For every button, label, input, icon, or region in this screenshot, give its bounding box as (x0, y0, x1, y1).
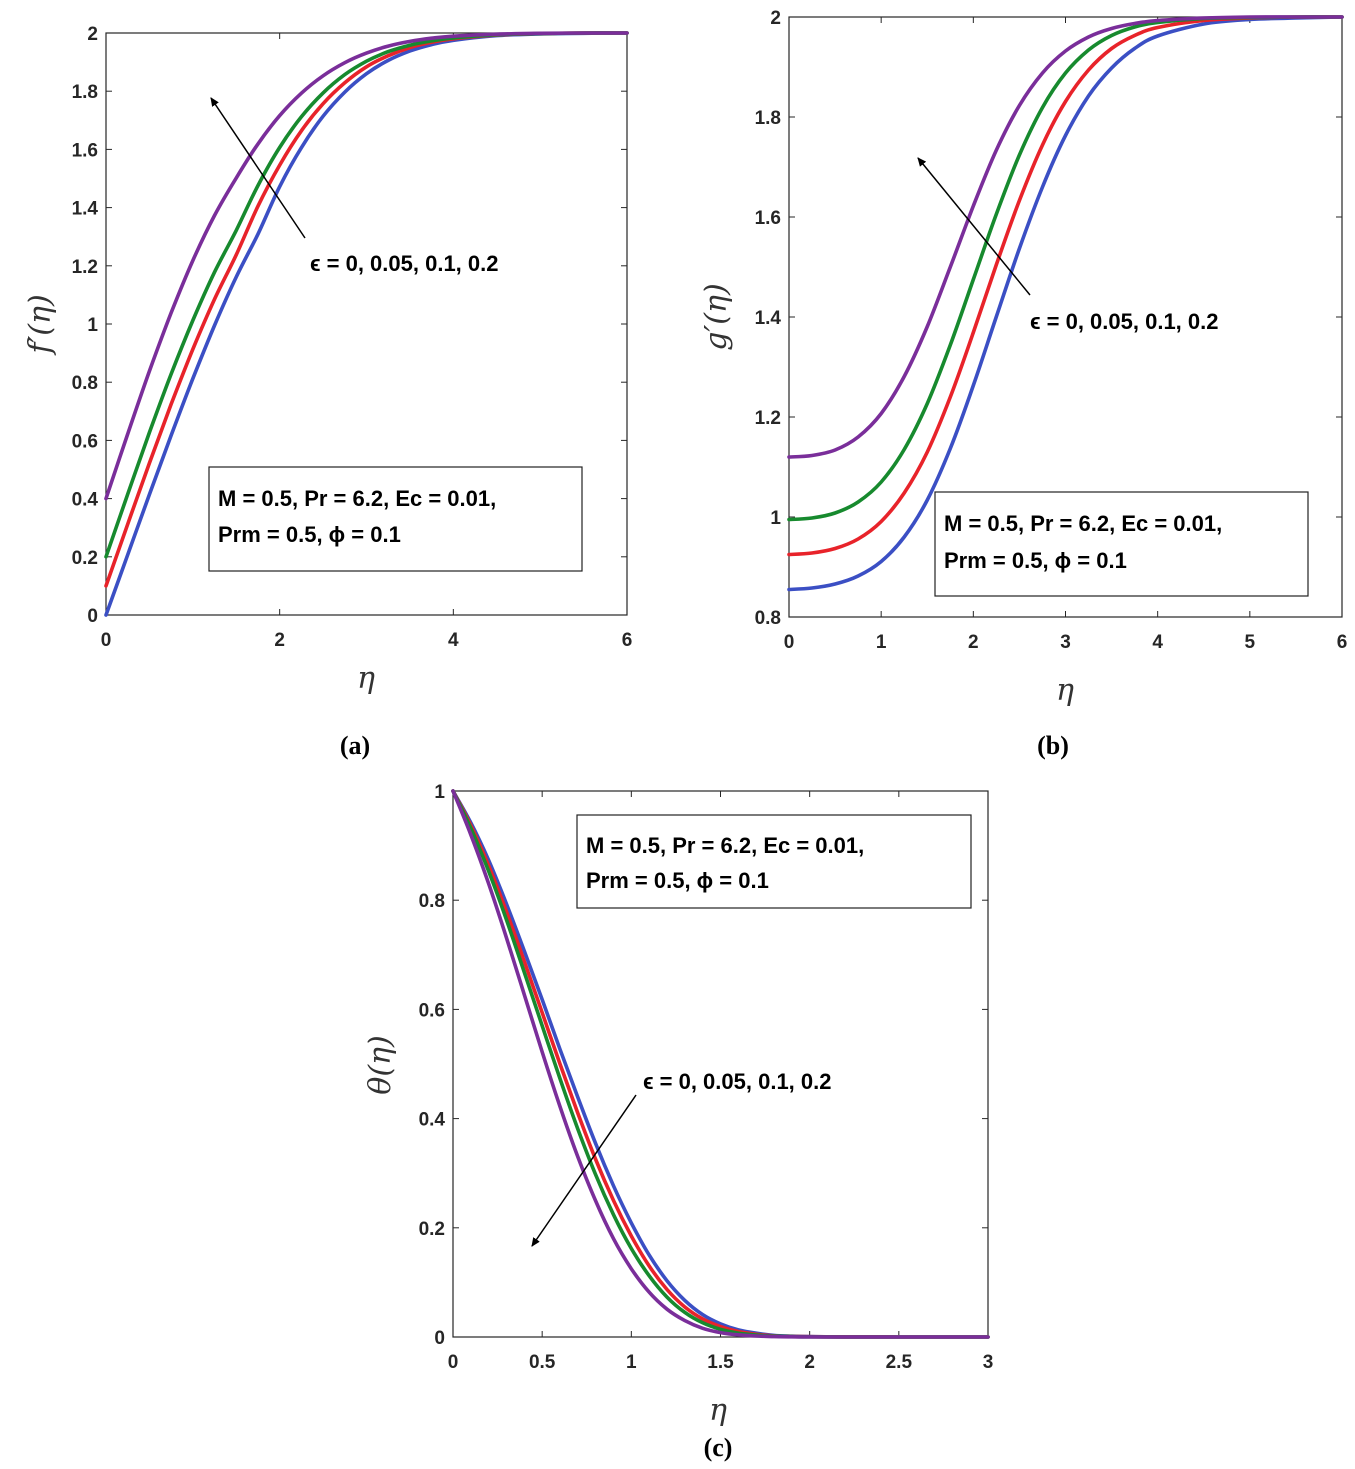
params-line2-b: Prm = 0.5, ϕ = 0.1 (944, 548, 1127, 573)
x-axis-label-b: η (1056, 673, 1074, 708)
chart-panel-a: 0 0.2 0.4 0.6 0.8 1 1.2 1.4 1.6 1.8 2 0 2 4 6 ϵ = 0, … (23, 24, 632, 760)
params-line2-a: Prm = 0.5, ϕ = 0.1 (218, 522, 401, 547)
panel-label-b: (b) (1037, 731, 1069, 760)
x-axis-label-c: η (709, 1393, 727, 1428)
x-tick-label: 5 (1245, 632, 1256, 653)
x-tick-label: 4 (448, 630, 459, 651)
params-box-a (208, 466, 583, 572)
x-tick-label: 6 (1337, 632, 1348, 653)
x-tick-label: 2 (274, 630, 285, 651)
x-tick-label: 0 (448, 1352, 459, 1373)
x-tick-label: 2 (968, 632, 979, 653)
params-line1-c: M = 0.5, Pr = 6.2, Ec = 0.01, (586, 833, 864, 858)
y-axis-label-c: θ(η) (363, 1035, 398, 1094)
y-tick-label: 1.2 (72, 257, 98, 278)
y-tick-label: 0.8 (755, 608, 781, 629)
x-tick-label: 0 (784, 632, 795, 653)
params-line2-c: Prm = 0.5, ϕ = 0.1 (586, 868, 769, 893)
x-tick-label: 2.5 (886, 1352, 913, 1373)
x-tick-label: 1 (876, 632, 887, 653)
panel-label-a: (a) (340, 731, 370, 760)
y-tick-label: 0.8 (419, 891, 445, 912)
y-ticks-b: 0.8 1 1.2 1.4 1.6 1.8 2 (755, 8, 1342, 629)
series-line-c-3 (451, 789, 990, 1339)
params-box-c (576, 814, 972, 909)
trend-arrow-b (917, 157, 1031, 296)
x-tick-label: 0.5 (529, 1352, 556, 1373)
panel-label-c: (c) (704, 1433, 733, 1462)
epsilon-annotation-a: ϵ = 0, 0.05, 0.1, 0.2 (310, 251, 499, 276)
y-tick-label: 0.2 (419, 1219, 445, 1240)
series-line-b-1 (787, 15, 1344, 557)
y-tick-label: 1.4 (755, 308, 782, 329)
epsilon-annotation-b: ϵ = 0, 0.05, 0.1, 0.2 (1030, 309, 1219, 334)
x-tick-label: 0 (101, 630, 112, 651)
y-tick-label: 0 (87, 606, 98, 627)
y-ticks-a: 0 0.2 0.4 0.6 0.8 1 1.2 1.4 1.6 1.8 2 (72, 24, 627, 627)
params-line1-a: M = 0.5, Pr = 6.2, Ec = 0.01, (218, 486, 496, 511)
chart-panel-c: 0 0.2 0.4 0.6 0.8 1 0 0.5 1 1.5 2 2.5 3 ϵ = 0, 0.05… (363, 782, 993, 1462)
y-tick-label: 1.8 (72, 82, 98, 103)
chart-panel-b: 0.8 1 1.2 1.4 1.6 1.8 2 0 1 2 3 4 5 6 ϵ = 0, 0.05, 0… (699, 8, 1347, 760)
y-tick-label: 0.6 (419, 1000, 445, 1021)
x-tick-label: 2 (804, 1352, 815, 1373)
y-tick-label: 0.4 (72, 490, 99, 511)
y-tick-label: 1.6 (755, 208, 781, 229)
y-ticks-c: 0 0.2 0.4 0.6 0.8 1 (419, 782, 988, 1349)
params-line1-b: M = 0.5, Pr = 6.2, Ec = 0.01, (944, 511, 1222, 536)
y-tick-label: 2 (770, 8, 781, 29)
y-tick-label: 1.8 (755, 108, 781, 129)
x-tick-label: 1.5 (707, 1352, 734, 1373)
epsilon-annotation-c: ϵ = 0, 0.05, 0.1, 0.2 (643, 1069, 832, 1094)
y-axis-label-b: g′(η) (699, 283, 734, 350)
x-tick-label: 4 (1152, 632, 1163, 653)
x-tick-label: 1 (626, 1352, 637, 1373)
y-tick-label: 0.4 (419, 1110, 446, 1131)
y-tick-label: 1 (434, 782, 445, 803)
y-tick-label: 1 (87, 315, 98, 336)
params-box-b (934, 491, 1309, 597)
y-tick-label: 1.2 (755, 408, 781, 429)
y-tick-label: 2 (87, 24, 98, 45)
x-axis-label-a: η (357, 661, 375, 696)
y-tick-label: 1.4 (72, 199, 99, 220)
y-tick-label: 1 (770, 508, 781, 529)
y-tick-label: 1.6 (72, 140, 98, 161)
series-group-a (104, 31, 629, 617)
y-tick-label: 0 (434, 1328, 445, 1349)
y-tick-label: 0.6 (72, 431, 98, 452)
trend-arrow-a (210, 97, 306, 239)
x-ticks-b: 0 1 2 3 4 5 6 (784, 17, 1348, 653)
y-tick-label: 0.8 (72, 373, 98, 394)
y-axis-label-a: f′(η) (23, 294, 58, 355)
series-group-c (451, 789, 990, 1339)
trend-arrow-c (531, 1094, 637, 1247)
series-line-b-0 (787, 15, 1344, 592)
series-line-a-3 (104, 31, 629, 501)
x-ticks-c: 0 0.5 1 1.5 2 2.5 3 (448, 791, 994, 1373)
series-group-b (787, 15, 1344, 592)
y-tick-label: 0.2 (72, 548, 98, 569)
x-tick-label: 3 (1060, 632, 1071, 653)
x-tick-label: 3 (983, 1352, 994, 1373)
x-tick-label: 6 (622, 630, 633, 651)
series-line-b-3 (787, 15, 1344, 459)
